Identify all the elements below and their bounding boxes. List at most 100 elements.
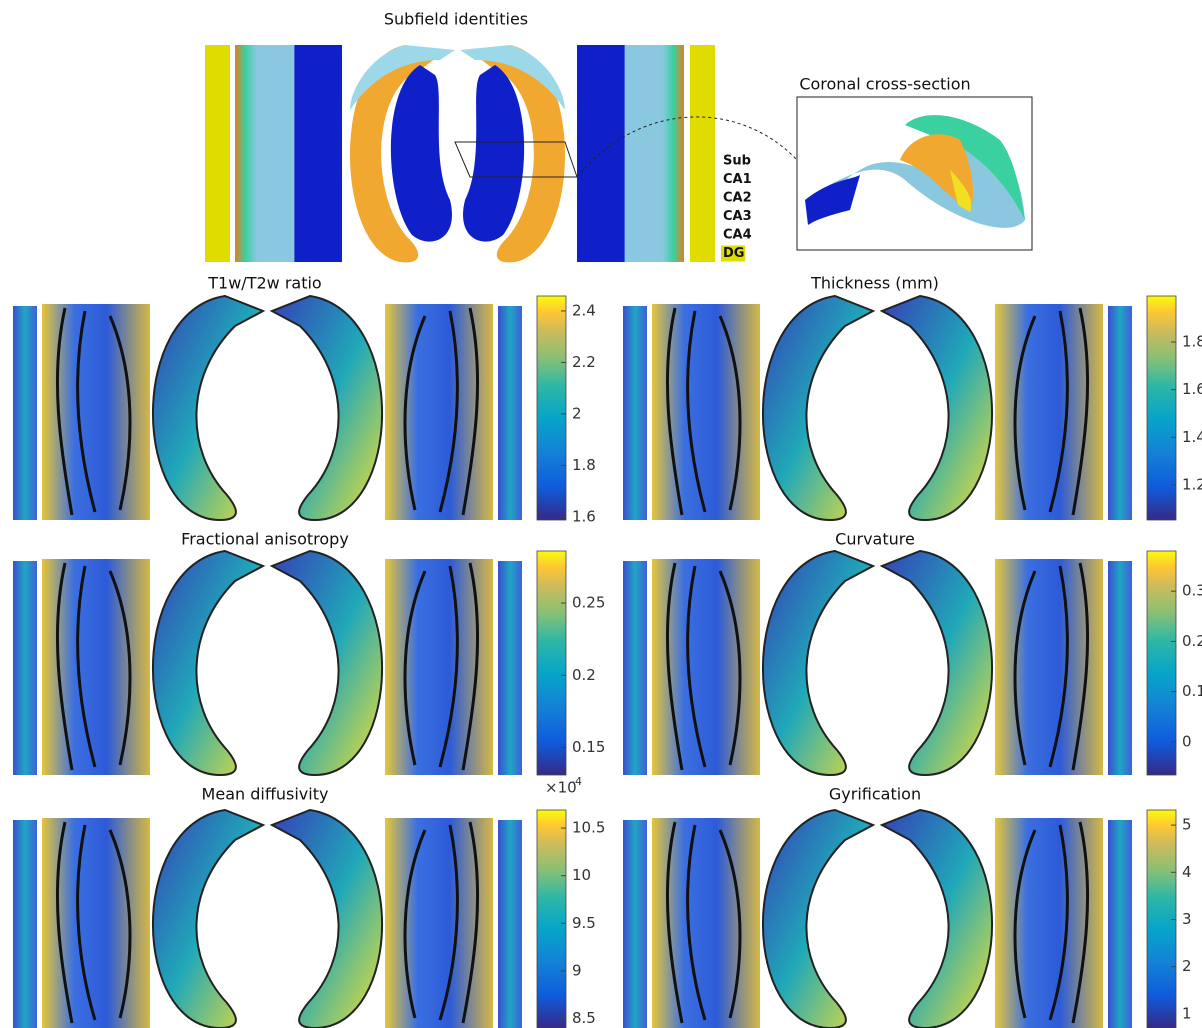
colorbar-tick-label: 1.8 [572,456,596,474]
colorbar-tick-label: 0 [1182,732,1192,750]
colorbar-tick-label: 5 [1182,816,1192,834]
inset-surface [900,134,973,212]
surface [879,549,994,777]
legend-swatch [721,245,745,262]
boundary [1013,307,1090,516]
surface [761,549,876,777]
legend: Sub CA1 CA2 CA3 CA4 DG [721,154,752,262]
legend-label: CA4 [723,228,752,243]
legend-label: DG [723,246,744,261]
colorbar-tick-label: 2 [1182,957,1192,975]
strip [623,306,647,520]
colorbar-tick-label: 1.6 [1182,380,1202,398]
inset-surface [805,175,860,225]
strip [13,820,37,1028]
scale-base: ×10 [545,779,577,797]
colorbar-tick-label: 8.5 [572,1009,596,1027]
colorbar-tick-label: 0.1 [1182,682,1202,700]
colorbar-tick-label: 1.6 [572,507,596,525]
boundary [665,562,742,771]
dg-strip [205,45,230,262]
panel-title: Thickness (mm) [810,274,939,293]
inset-surface [950,170,972,212]
surface [350,45,455,110]
colorbar-tick-label: 2.4 [572,301,596,319]
dg-strip [690,45,715,262]
surface [269,294,384,522]
strip [498,561,522,775]
surface [475,45,565,263]
strip [498,306,522,520]
boundary [1013,562,1090,771]
colorbar-tick-label: 10 [572,866,591,884]
legend-label: CA1 [723,172,752,187]
colorbar-tick-label: 1 [1182,1004,1192,1022]
colorbar-tick-label: 0.25 [572,594,605,612]
flatmap [235,45,342,262]
colorbar-tick-label: 2.2 [572,353,596,371]
boundary [665,307,742,516]
colorbar-tick-label: 0.2 [572,666,596,684]
panel-title: Gyrification [829,785,921,804]
strip [13,306,37,520]
boundary [1013,821,1090,1024]
surface [151,808,266,1028]
surface [151,294,266,522]
colorbar-tick-label: 9 [572,961,582,979]
legend-label: CA3 [723,209,752,224]
surface [390,65,452,242]
colorbar [536,295,567,521]
connector [576,116,798,178]
inset-title: Coronal cross-section [799,75,970,94]
strip [623,561,647,775]
strip [1108,820,1132,1028]
colorbar [1146,550,1177,776]
colorbar [536,809,567,1028]
colorbar-tick-label: 10.5 [572,819,605,837]
panel-title: Fractional anisotropy [181,530,349,549]
boundary [403,307,480,516]
panel-title: Mean diffusivity [202,785,329,804]
boundary [403,562,480,771]
colorbar [536,550,567,776]
surface [879,808,994,1028]
colorbar [1146,295,1177,521]
boundary [55,562,132,771]
surface [761,294,876,522]
panel-title: Curvature [835,530,915,549]
strip [1108,306,1132,520]
colorbar-tick-label: 9.5 [572,914,596,932]
strip [623,820,647,1028]
colorbar-tick-label: 3 [1182,910,1192,928]
colorbar-tick-label: 4 [1182,863,1192,881]
colorbar-tick-label: 1.8 [1182,332,1202,350]
colorbar-tick-label: 2 [572,404,582,422]
strip [498,820,522,1028]
boundary [55,821,132,1024]
surface [879,294,994,522]
strip [13,561,37,775]
surface [463,65,525,242]
surface [269,808,384,1028]
surface [151,549,266,777]
scale-exponent: -4 [571,775,582,788]
colorbar-tick-label: 1.4 [1182,428,1202,446]
boundary [55,307,132,516]
colorbar-tick-label: 0.3 [1182,582,1202,600]
legend-label: CA2 [723,191,752,206]
legend-label: Sub [723,154,751,169]
surface [761,808,876,1028]
colorbar-tick-label: 0.15 [572,738,605,756]
inset-surface [905,115,1025,220]
surface [269,549,384,777]
strip [1108,561,1132,775]
surface [460,45,565,110]
boundary [403,821,480,1024]
surface [350,45,440,263]
colorbar-tick-label: 1.2 [1182,475,1202,493]
panel-title: T1w/T2w ratio [207,274,321,293]
boundary [665,821,742,1024]
flatmap [577,45,684,262]
top-title: Subfield identities [384,10,528,29]
